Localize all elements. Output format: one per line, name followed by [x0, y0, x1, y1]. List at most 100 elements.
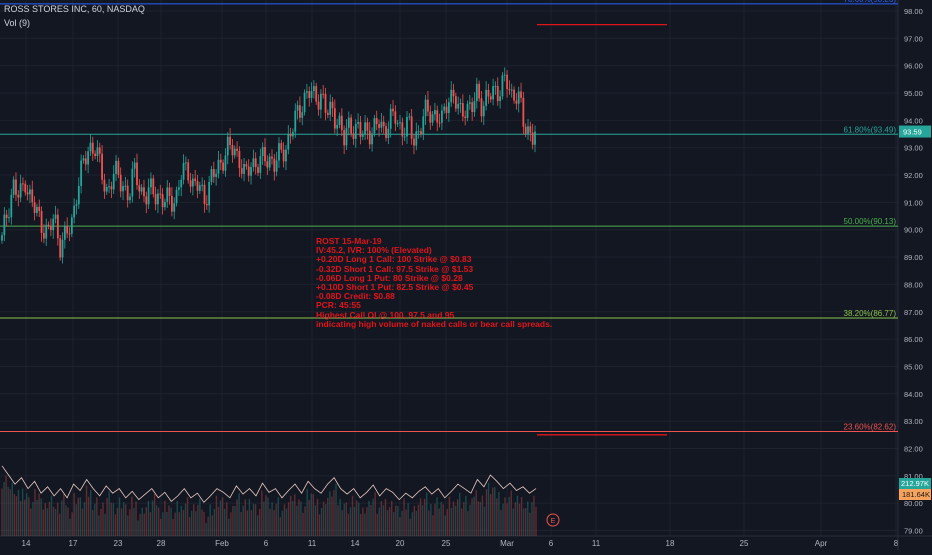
- y-tick-label: 90.00: [904, 226, 923, 235]
- candle-body: [161, 194, 164, 208]
- volume-bar: [100, 508, 102, 536]
- volume-indicator-label[interactable]: Vol (9): [4, 18, 31, 28]
- volume-bar: [287, 502, 290, 536]
- volume-bar: [265, 495, 267, 536]
- candle-body: [68, 233, 71, 235]
- candle-body: [154, 194, 157, 205]
- earnings-marker-icon[interactable]: [546, 513, 560, 527]
- volume-bar: [207, 516, 209, 536]
- candle-body: [333, 108, 336, 129]
- y-tick-label: 85.00: [904, 362, 923, 371]
- volume-bar: [436, 497, 438, 536]
- volume-bar: [248, 498, 251, 536]
- candle-body: [340, 115, 343, 131]
- volume-bar: [415, 511, 418, 536]
- volume-bar: [160, 518, 162, 536]
- x-tick-label: 6: [264, 539, 269, 548]
- volume-bar: [157, 507, 160, 536]
- candle-body: [326, 112, 329, 115]
- candle-body: [487, 89, 490, 97]
- candle-body: [143, 187, 145, 197]
- annotation-line: -0.08D Credit: $0.88: [316, 291, 395, 302]
- candle-body: [180, 179, 183, 188]
- y-tick-label: 97.00: [904, 34, 923, 43]
- candle-body: [157, 193, 159, 205]
- volume-bar: [452, 501, 455, 536]
- volume-bar: [186, 497, 189, 536]
- volume-bar: [403, 498, 405, 536]
- volume-bar: [343, 503, 345, 536]
- volume-bar: [366, 507, 368, 536]
- volume-bar: [376, 513, 378, 536]
- candle-body: [443, 106, 446, 111]
- volume-bar: [271, 502, 273, 536]
- volume-bar: [205, 523, 207, 536]
- volume-bar: [170, 507, 172, 536]
- candle-body: [254, 158, 257, 168]
- volume-bar: [533, 495, 535, 536]
- candle-body: [243, 164, 245, 174]
- volume-bar: [289, 495, 292, 536]
- candle-body: [173, 203, 176, 212]
- volume-bar: [405, 509, 407, 536]
- candle-body: [415, 131, 418, 146]
- candle-body: [310, 91, 313, 98]
- volume-bar: [197, 504, 199, 536]
- symbol-title: ROSS STORES INC, 60, NASDAQ: [4, 4, 145, 14]
- volume-bar: [30, 508, 32, 536]
- volume-bar: [294, 494, 296, 536]
- candle-body: [196, 180, 199, 191]
- candle-body: [424, 99, 427, 117]
- annotation-line: PCR: 45:55: [316, 300, 361, 311]
- volume-bar: [110, 502, 112, 536]
- volume-bar: [450, 507, 453, 536]
- x-tick-label: 23: [114, 539, 123, 548]
- candle-body: [417, 131, 420, 133]
- volume-bar: [73, 492, 75, 536]
- volume-bar: [178, 512, 181, 536]
- y-tick-label: 87.00: [904, 308, 923, 317]
- volume-bar: [487, 482, 490, 536]
- annotation-line: -0.06D Long 1 Put: 80 Strike @ $0.28: [316, 272, 463, 283]
- candle-body: [427, 99, 429, 112]
- volume-bar: [492, 487, 494, 536]
- candle-body: [166, 187, 169, 202]
- volume-bar: [438, 508, 440, 536]
- candle-body: [445, 106, 448, 114]
- volume-bar: [133, 507, 135, 536]
- volume-bar: [345, 502, 348, 536]
- volume-bar: [448, 496, 451, 536]
- volume-bar: [341, 510, 343, 536]
- candle-body: [96, 147, 99, 156]
- volume-bar: [465, 495, 467, 536]
- volume-bar: [459, 492, 461, 536]
- candle-body: [203, 184, 206, 205]
- volume-bar: [195, 511, 197, 536]
- volume-bar: [26, 493, 28, 536]
- candle-body: [461, 103, 464, 117]
- volume-bar: [327, 497, 329, 536]
- volume-bar: [96, 497, 98, 536]
- candle-body: [413, 138, 415, 146]
- volume-bar: [372, 498, 374, 536]
- candle-body: [473, 101, 476, 113]
- volume-bar: [259, 508, 261, 536]
- candle-body: [480, 98, 483, 117]
- candle-body: [24, 183, 27, 193]
- volume-bar: [353, 506, 356, 536]
- volume-bar: [36, 499, 38, 536]
- volume-bar: [473, 496, 475, 536]
- earnings-marker-label[interactable]: E: [551, 518, 556, 525]
- volume-bar: [494, 487, 496, 536]
- candle-body: [140, 187, 143, 192]
- volume-bar: [226, 502, 228, 536]
- candle-body: [287, 133, 290, 150]
- volume-bar: [263, 501, 265, 536]
- trade-annotation: ROST 15-Mar-19 IV:45.2, IVR: 100% (Elevat…: [316, 236, 552, 329]
- candle-body: [371, 133, 373, 145]
- volume-bar: [143, 513, 145, 536]
- volume-bar: [349, 507, 352, 536]
- volume-bar: [52, 506, 55, 536]
